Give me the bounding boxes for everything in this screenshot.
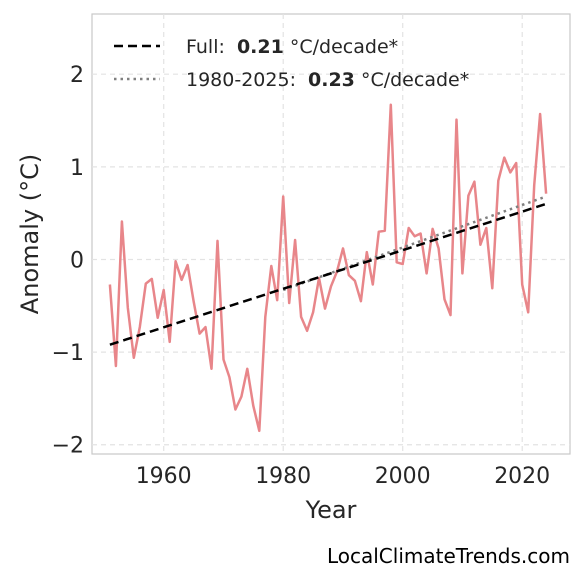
y-tick-labels: −2 −1 0 1 2 [52,63,84,459]
legend-recent-label: 1980-2025: 0.23 °C/decade* [186,69,469,91]
x-tick-labels: 1960 1980 2000 2020 [136,464,551,489]
x-axis-label: Year [305,496,357,524]
y-tick-label: 2 [70,63,84,88]
x-tick-label: 1980 [255,464,311,489]
legend-full-name: Full: [186,36,225,58]
x-tick-label: 2020 [494,464,550,489]
x-tick-label: 1960 [136,464,192,489]
x-tick-label: 2000 [375,464,431,489]
y-axis-label: Anomaly (°C) [16,154,44,314]
y-tick-label: −2 [52,434,84,459]
legend: Full: 0.21 °C/decade* 1980-2025: 0.23 °C… [114,36,469,91]
legend-recent-rate: 0.23 [308,69,355,91]
legend-recent-name: 1980-2025: [186,69,296,91]
legend-full-unit: °C/decade* [290,36,398,58]
y-tick-label: 0 [70,248,84,273]
trend-line-full [109,202,547,346]
plot-background [91,13,571,455]
legend-full-label: Full: 0.21 °C/decade* [186,36,398,58]
legend-full-rate: 0.21 [237,36,284,58]
series-layer [108,103,548,433]
legend-recent-unit: °C/decade* [361,69,469,91]
y-tick-label: 1 [70,156,84,181]
y-tick-label: −1 [52,341,84,366]
watermark: LocalClimateTrends.com [326,544,570,568]
series-anomaly-line [108,103,548,433]
